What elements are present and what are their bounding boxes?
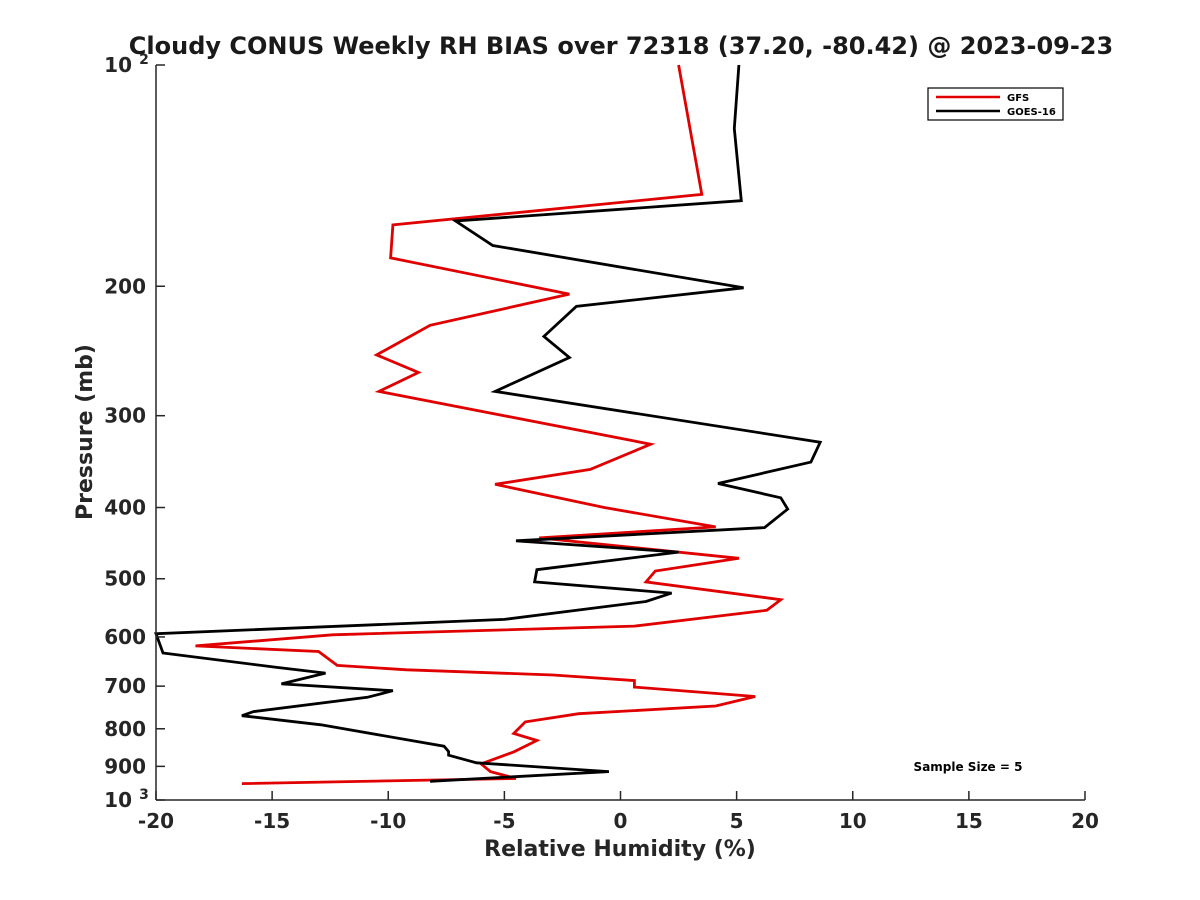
plot-area: -20 -15 -10 -5 0 5 10 15 20 10 2 200 300 400 500 600 70… [104,52,1099,833]
x-tick-label: 10 [839,809,867,833]
y-tick-exponent: 2 [139,52,149,68]
series-line-gfs [195,64,785,785]
x-tick-label: -10 [370,809,406,833]
x-tick-label: -5 [493,809,515,833]
x-tick-label: 0 [614,809,628,833]
x-tick-label: 20 [1071,809,1099,833]
sample-size-annotation: Sample Size = 5 [914,760,1023,774]
y-tick-label: 300 [104,404,146,428]
y-tick-exponent: 3 [139,787,149,803]
y-tick-label: 500 [104,567,146,591]
series-layer [154,64,823,785]
series-line-goes-16 [154,64,823,783]
chart-title: Cloudy CONUS Weekly RH BIAS over 72318 (… [129,32,1113,60]
x-tick-label: -15 [254,809,290,833]
y-tick-label: 10 [104,53,132,77]
legend-label: GFS [1007,93,1029,104]
x-tick-label: 15 [955,809,983,833]
legend-entries: GFS GOES-16 [936,93,1056,118]
y-axis-label: Pressure (mb) [73,344,98,520]
y-tick-label: 200 [104,274,146,298]
y-tick-label: 800 [104,717,146,741]
y-tick-label: 10 [104,788,132,812]
legend-box [927,87,1064,121]
x-tick-label: 5 [730,809,744,833]
y-tick-label: 600 [104,625,146,649]
x-axis-ticks: -20 -15 -10 -5 0 5 10 15 20 [138,791,1099,833]
y-tick-label: 700 [104,674,146,698]
y-axis-ticks: 10 2 200 300 400 500 600 700 800 900 10 3 [104,52,165,812]
y-tick-label: 900 [104,754,146,778]
y-tick-label: 400 [104,496,146,520]
legend: GFS GOES-16 [927,87,1064,121]
legend-label: GOES-16 [1007,107,1056,118]
x-axis-label: Relative Humidity (%) [484,837,756,862]
x-tick-label: -20 [138,809,174,833]
